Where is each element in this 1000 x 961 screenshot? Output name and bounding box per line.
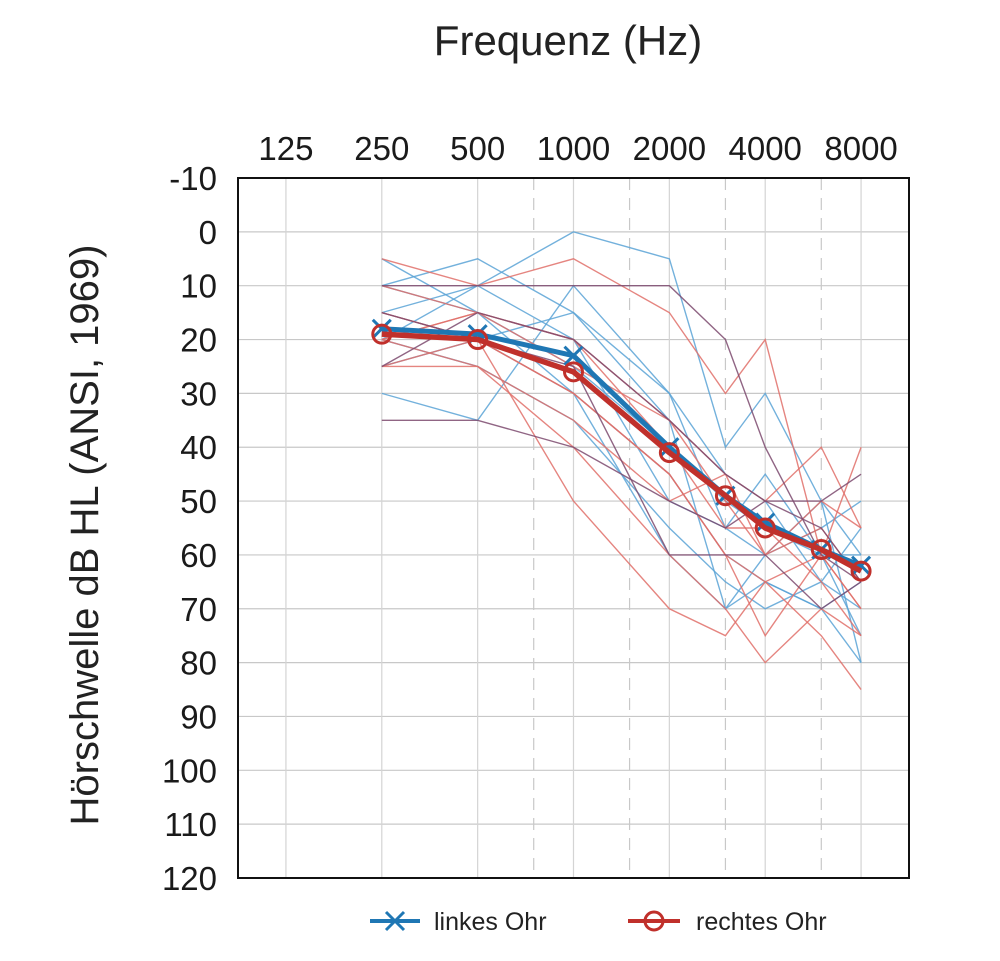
circle-marker	[714, 485, 736, 507]
y-tick-label: 0	[199, 214, 217, 251]
x-marker	[563, 345, 584, 366]
grid-lines	[238, 177, 909, 879]
circle-marker	[754, 517, 776, 539]
y-tick-label: 80	[180, 645, 217, 682]
individual-curves	[381, 231, 862, 690]
y-tick-label: 70	[180, 591, 217, 628]
legend-item-left-ear: linkes Ohr	[370, 908, 547, 936]
x-marker	[851, 555, 872, 576]
mean-curves	[371, 318, 872, 582]
y-tick-label: 40	[180, 429, 217, 466]
y-tick-labels: -10 0 10 20 30 40 50 60 70 80 90 100 110 120	[162, 160, 217, 897]
individual-curve-red	[381, 338, 862, 664]
circle-marker	[563, 361, 584, 383]
x-tick-label: 2000	[633, 130, 706, 167]
circle-marker	[810, 539, 832, 561]
circle-marker	[658, 442, 680, 464]
x-marker	[659, 437, 680, 458]
x-tick-labels: 125 250 500 1000 2000 4000 8000	[258, 130, 897, 167]
y-tick-label: 20	[180, 322, 217, 359]
y-tick-label: 110	[164, 806, 217, 843]
x-tick-label: 8000	[824, 130, 897, 167]
y-tick-label: 100	[162, 752, 217, 789]
y-tick-label: 50	[180, 483, 217, 520]
y-tick-label: 60	[180, 537, 217, 574]
series-line	[381, 331, 863, 574]
legend: linkes Ohr rechtes Ohr	[370, 908, 827, 936]
individual-curve-purple	[381, 311, 862, 583]
x-tick-label: 500	[450, 130, 505, 167]
circle-marker	[850, 560, 872, 582]
y-tick-label: 120	[162, 860, 217, 897]
circle-marker-icon	[643, 910, 665, 932]
y-tick-label: 30	[180, 375, 217, 412]
individual-curve-red	[381, 258, 862, 610]
x-tick-label: 4000	[729, 130, 802, 167]
individual-curve-red	[381, 338, 862, 690]
circle-marker	[467, 329, 489, 351]
circle-marker	[371, 323, 393, 345]
individual-curve-purple	[381, 419, 862, 529]
x-tick-label: 250	[354, 130, 409, 167]
plot-frame	[237, 177, 910, 879]
individual-curve-purple	[381, 284, 862, 583]
legend-item-right-ear: rechtes Ohr	[628, 908, 827, 936]
y-tick-label: -10	[169, 160, 217, 197]
y-tick-label: 90	[180, 698, 217, 735]
x-tick-label: 1000	[537, 130, 610, 167]
chart-title: Frequenz (Hz)	[434, 17, 702, 64]
legend-label-left: linkes Ohr	[434, 908, 547, 936]
legend-label-right: rechtes Ohr	[696, 908, 827, 936]
y-tick-label: 10	[180, 268, 217, 305]
individual-curve-purple	[381, 311, 862, 610]
individual-curve-red	[381, 311, 862, 583]
x-marker-icon	[384, 910, 406, 932]
x-tick-label: 125	[258, 130, 313, 167]
y-axis-label: Hörschwelle dB HL (ANSI, 1969)	[63, 245, 107, 826]
